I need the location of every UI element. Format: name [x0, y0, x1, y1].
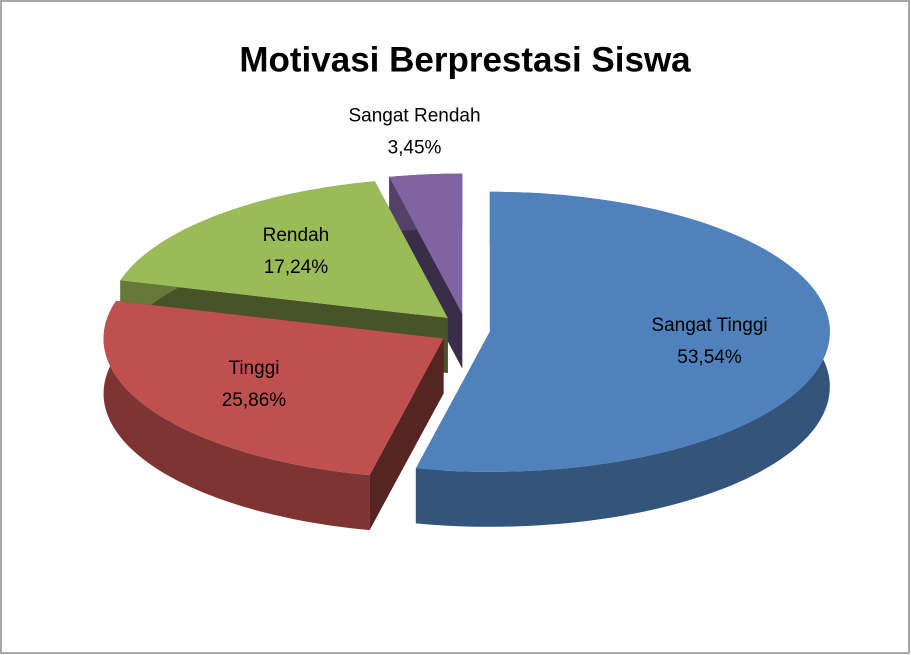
data-label-value: 3,45% — [388, 138, 442, 159]
slice — [120, 181, 448, 318]
slice — [103, 300, 444, 476]
data-label-name: Tinggi — [228, 358, 279, 379]
data-label-name: Sangat Tinggi — [651, 315, 767, 336]
data-label-value: 53,54% — [677, 347, 742, 368]
data-label-name: Sangat Rendah — [348, 106, 480, 127]
slice — [415, 191, 830, 472]
chart-title: Motivasi Berprestasi Siswa — [239, 40, 691, 79]
data-label-name: Rendah — [263, 225, 330, 246]
data-label-value: 17,24% — [264, 257, 329, 278]
slice-side — [103, 300, 370, 531]
slice — [389, 173, 463, 314]
data-label-value: 25,86% — [222, 390, 287, 411]
